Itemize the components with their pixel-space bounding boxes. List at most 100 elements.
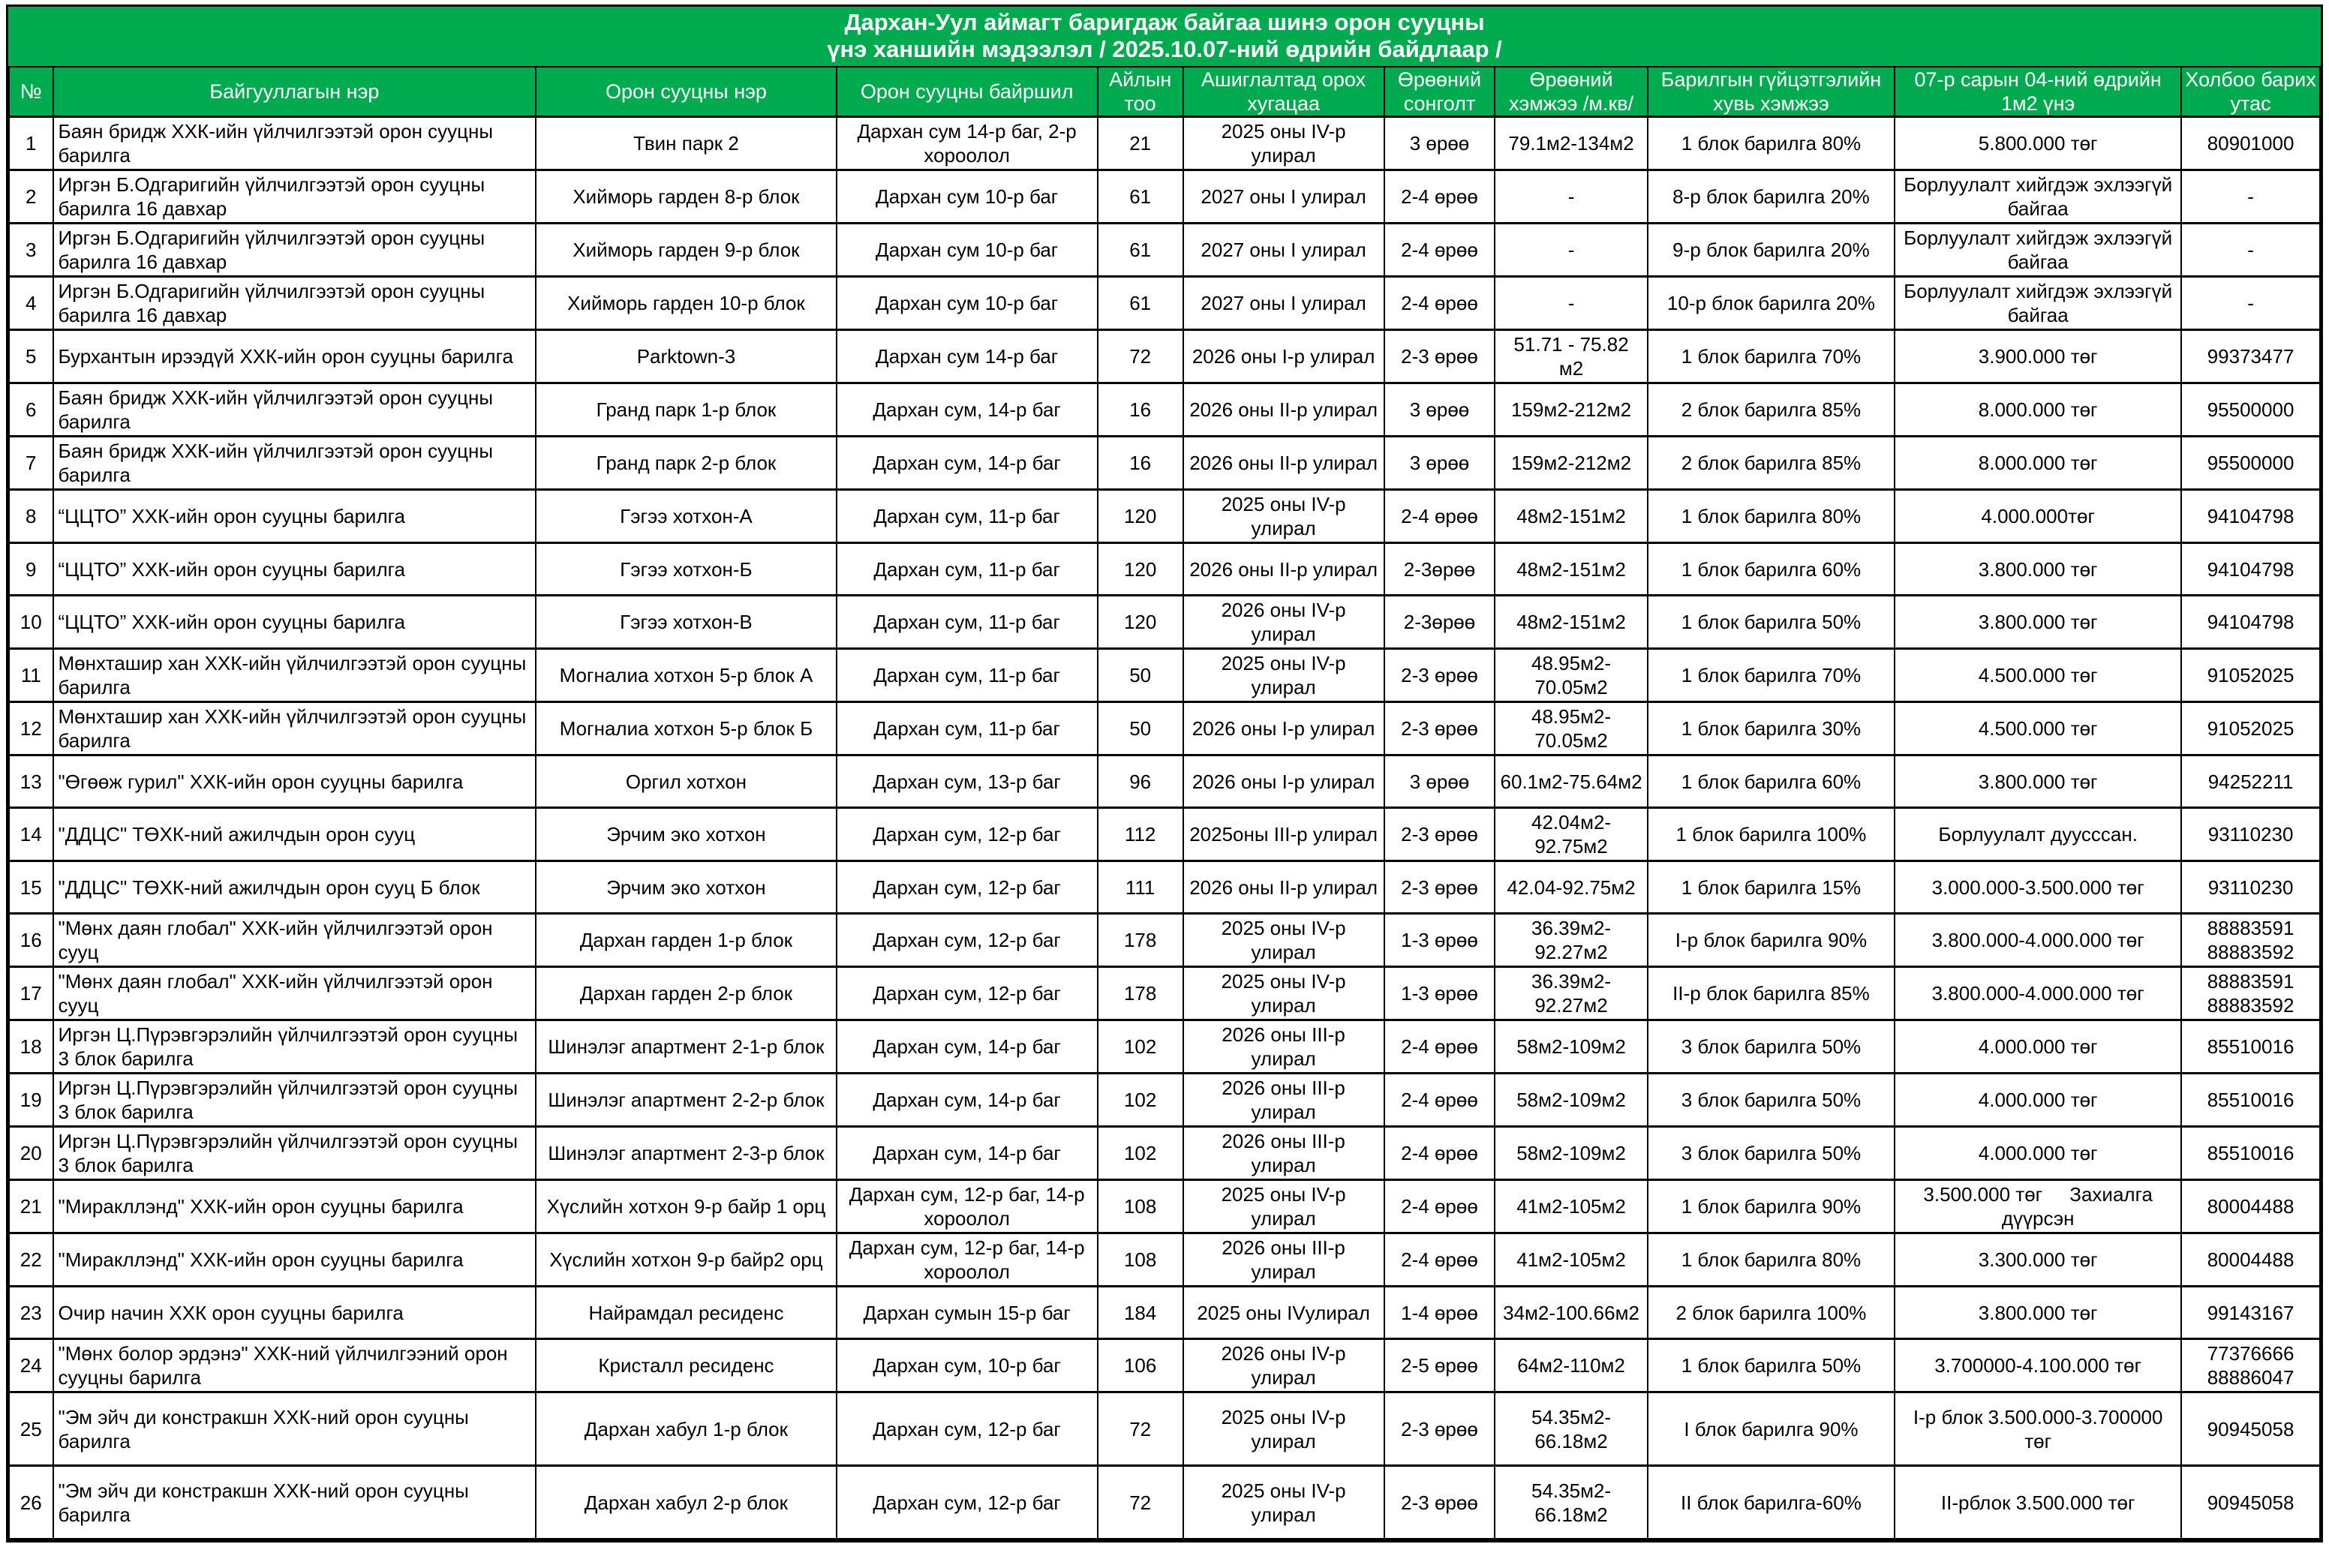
cell-room-options: 3 өрөө — [1383, 754, 1496, 809]
cell-completion: 1 блок барилга 80% — [1646, 488, 1896, 544]
cell-org-name: "Эм эйч ди констракшн ХХК-ний орон сууцн… — [52, 1391, 537, 1467]
cell-family-count: 50 — [1096, 701, 1184, 756]
cell-housing-name: Гэгээ хотхон-Б — [535, 542, 837, 596]
col-header-org-name: Байгууллагын нэр — [52, 68, 537, 118]
cell-commission-date: 2026 оны II-р улирал — [1182, 542, 1385, 596]
cell-commission-date: 2026 оны II-р улирал — [1182, 435, 1385, 491]
cell-price: 3.800.000-4.000.000 төг — [1894, 966, 2183, 1021]
table-body: 1 Баян бридж ХХК-ийн үйлчилгээтэй орон су… — [8, 116, 2321, 1540]
cell-no: 12 — [8, 701, 54, 756]
cell-location: Дархан сум 10-р баг — [835, 222, 1098, 278]
cell-room-size: 54.35м2-66.18м2 — [1494, 1464, 1648, 1540]
cell-org-name: "Миракллэнд" ХХК-ийн орон сууцны барилга — [52, 1232, 537, 1287]
cell-no: 9 — [8, 542, 54, 596]
cell-commission-date: 2027 оны I улирал — [1182, 169, 1385, 224]
cell-no: 18 — [8, 1019, 54, 1074]
cell-completion: 1 блок барилга 70% — [1646, 329, 1896, 384]
cell-room-size: 41м2-105м2 — [1494, 1179, 1648, 1234]
cell-room-options: 1-4 өрөө — [1383, 1285, 1496, 1340]
cell-commission-date: 2026 оны IV-р улирал — [1182, 594, 1385, 650]
cell-completion: 1 блок барилга 80% — [1646, 1232, 1896, 1287]
cell-family-count: 96 — [1096, 754, 1184, 809]
cell-commission-date: 2025 оны IV-р улирал — [1182, 1179, 1385, 1234]
cell-room-options: 2-4 өрөө — [1383, 1232, 1496, 1287]
cell-location: Дархан сум 14-р баг — [835, 329, 1098, 384]
cell-location: Дархан сум, 12-р баг — [835, 966, 1098, 1021]
cell-location: Дархан сум, 10-р баг — [835, 1338, 1098, 1393]
cell-room-size: 48м2-151м2 — [1494, 594, 1648, 650]
cell-org-name: "Мөнх даян глобал" ХХК-ийн үйлчилгээтэй … — [52, 966, 537, 1021]
cell-completion: 1 блок барилга 50% — [1646, 594, 1896, 650]
cell-family-count: 178 — [1096, 912, 1184, 968]
cell-no: 19 — [8, 1072, 54, 1128]
cell-no: 20 — [8, 1125, 54, 1181]
cell-org-name: Иргэн Б.Одгаригийн үйлчилгээтэй орон суу… — [52, 222, 537, 278]
cell-commission-date: 2025 оны IV-р улирал — [1182, 116, 1385, 171]
cell-family-count: 72 — [1096, 1464, 1184, 1540]
cell-room-size: 159м2-212м2 — [1494, 435, 1648, 491]
cell-room-options: 2-4 өрөө — [1383, 1179, 1496, 1234]
cell-family-count: 184 — [1096, 1285, 1184, 1340]
cell-commission-date: 2025 оны IV-р улирал — [1182, 1464, 1385, 1540]
cell-housing-name: Шинэлэг апартмент 2-1-р блок — [535, 1019, 837, 1074]
cell-org-name: Баян бридж ХХК-ийн үйлчилгээтэй орон суу… — [52, 116, 537, 171]
cell-room-options: 2-3өрөө — [1383, 594, 1496, 650]
col-header-completion: Барилгын гүйцэтгэлийн хувь хэмжээ — [1646, 68, 1896, 118]
cell-location: Дархан сум, 11-р баг — [835, 488, 1098, 544]
cell-room-options: 3 өрөө — [1383, 382, 1496, 437]
cell-room-size: 79.1м2-134м2 — [1494, 116, 1648, 171]
cell-no: 15 — [8, 860, 54, 915]
cell-room-size: - — [1494, 275, 1648, 331]
cell-housing-name: Дархан хабул 1-р блок — [535, 1391, 837, 1467]
table-row: 23 Очир начин ХХК орон сууцны барилга Найр… — [8, 1285, 2321, 1340]
cell-location: Дархан сум, 12-р баг — [835, 912, 1098, 968]
cell-location: Дархан сум, 14-р баг — [835, 1019, 1098, 1074]
cell-phone: 85510016 — [2180, 1072, 2321, 1128]
cell-family-count: 61 — [1096, 222, 1184, 278]
cell-org-name: Мөнхташир хан ХХК-ийн үйлчилгээтэй орон … — [52, 647, 537, 703]
cell-no: 2 — [8, 169, 54, 224]
cell-completion: 1 блок барилга 100% — [1646, 807, 1896, 862]
cell-price: 8.000.000 төг — [1894, 435, 2183, 491]
cell-phone: 94104798 — [2180, 488, 2321, 544]
cell-no: 16 — [8, 912, 54, 968]
table-row: 21 "Миракллэнд" ХХК-ийн орон сууцны барил… — [8, 1179, 2321, 1234]
cell-location: Дархан сум, 11-р баг — [835, 542, 1098, 596]
cell-housing-name: Хийморь гарден 10-р блок — [535, 275, 837, 331]
cell-commission-date: 2026 оны II-р улирал — [1182, 860, 1385, 915]
cell-family-count: 16 — [1096, 382, 1184, 437]
cell-completion: 3 блок барилга 50% — [1646, 1019, 1896, 1074]
table-row: 9 “ЦЦТО” ХХК-ийн орон сууцны барилга Гэгээ… — [8, 542, 2321, 596]
cell-completion: II блок барилга-60% — [1646, 1464, 1896, 1540]
cell-housing-name: Могналиа хотхон 5-р блок Б — [535, 701, 837, 756]
cell-housing-name: Гранд парк 2-р блок — [535, 435, 837, 491]
cell-family-count: 108 — [1096, 1232, 1184, 1287]
cell-price: II-рблок 3.500.000 төг — [1894, 1464, 2183, 1540]
cell-completion: 2 блок барилга 85% — [1646, 435, 1896, 491]
col-header-room-size: Өрөөний хэмжээ /м.кв/ — [1494, 68, 1648, 118]
cell-price: 3.900.000 төг — [1894, 329, 2183, 384]
cell-org-name: "ДДЦС" ТӨХК-ний ажилчдын орон сууц Б бло… — [52, 860, 537, 915]
col-header-location: Орон сууцны байршил — [835, 68, 1098, 118]
cell-family-count: 120 — [1096, 488, 1184, 544]
cell-completion: 2 блок барилга 100% — [1646, 1285, 1896, 1340]
cell-completion: 3 блок барилга 50% — [1646, 1072, 1896, 1128]
cell-completion: 1 блок барилга 50% — [1646, 1338, 1896, 1393]
cell-org-name: Иргэн Ц.Пүрэвгэрэлийн үйлчилгээтэй орон … — [52, 1019, 537, 1074]
cell-room-size: - — [1494, 169, 1648, 224]
cell-price: 3.800.000 төг — [1894, 594, 2183, 650]
cell-room-size: 159м2-212м2 — [1494, 382, 1648, 437]
cell-completion: 9-р блок барилга 20% — [1646, 222, 1896, 278]
cell-location: Дархан сум 10-р баг — [835, 169, 1098, 224]
cell-org-name: Иргэн Б.Одгаригийн үйлчилгээтэй орон суу… — [52, 275, 537, 331]
cell-phone: 80901000 — [2180, 116, 2321, 171]
cell-room-options: 2-4 өрөө — [1383, 222, 1496, 278]
cell-org-name: Бурхантын ирээдүй ХХК-ийн орон сууцны ба… — [52, 329, 537, 384]
cell-phone: 80004488 — [2180, 1179, 2321, 1234]
cell-no: 8 — [8, 488, 54, 544]
cell-price: 4.000.000 төг — [1894, 1125, 2183, 1181]
cell-org-name: "Мөнх болор эрдэнэ" ХХК-ний үйлчилгээний… — [52, 1338, 537, 1393]
cell-no: 17 — [8, 966, 54, 1021]
cell-commission-date: 2026 оны III-р улирал — [1182, 1019, 1385, 1074]
table-row: 2 Иргэн Б.Одгаригийн үйлчилгээтэй орон су… — [8, 169, 2321, 224]
